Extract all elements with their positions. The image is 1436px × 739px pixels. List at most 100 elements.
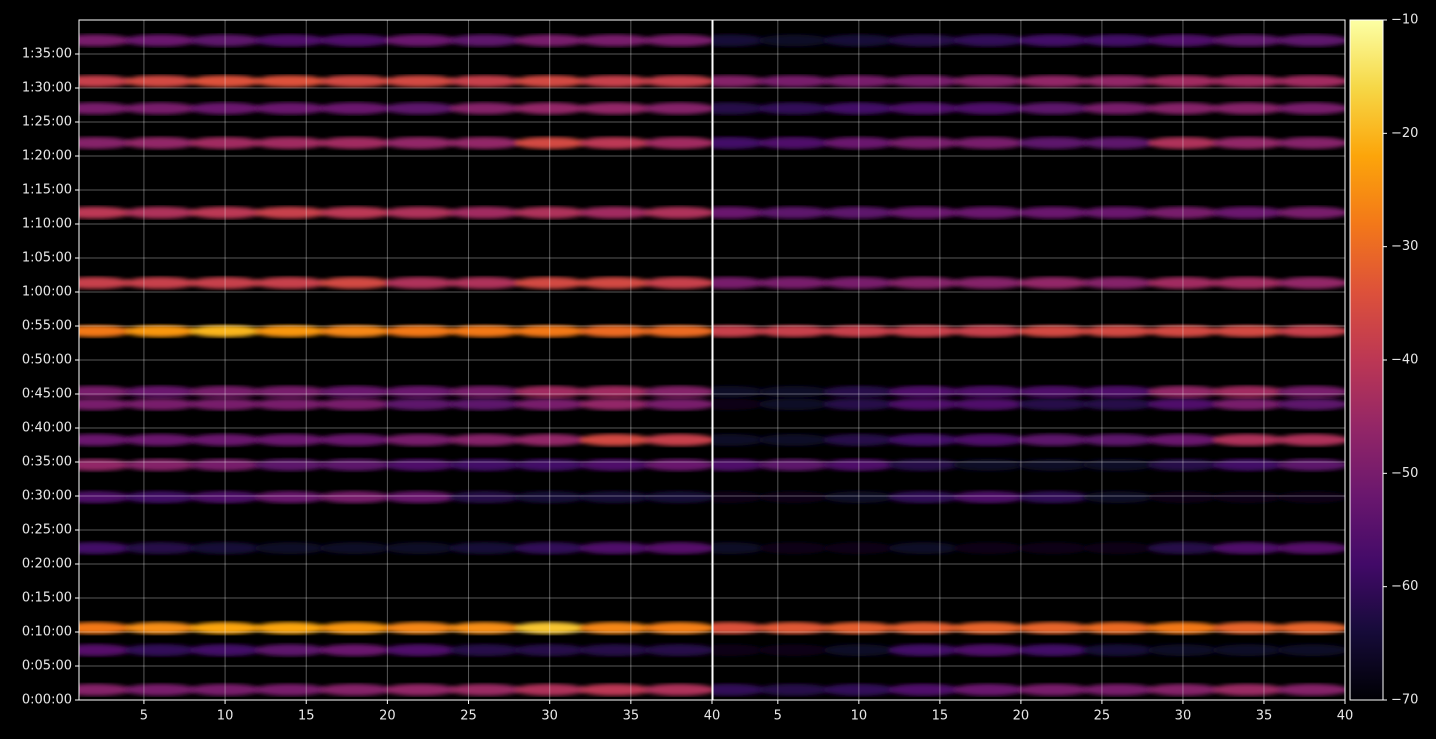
heat-cell (1082, 433, 1154, 446)
heat-cell (124, 542, 196, 555)
heat-cell (823, 136, 895, 149)
heat-cell (578, 622, 651, 635)
heat-cell (254, 458, 326, 471)
heat-cell (1017, 433, 1089, 446)
heat-cell (1276, 458, 1345, 471)
heat-cell (319, 644, 391, 657)
heat-cell (449, 683, 521, 696)
heat-cell (124, 75, 196, 88)
heat-cell (578, 433, 651, 446)
heat-cell (1082, 385, 1154, 398)
heat-cell (254, 433, 326, 446)
heat-cell (1082, 276, 1154, 289)
heat-cell (578, 398, 651, 411)
heat-cell (1082, 644, 1154, 657)
heat-cell (449, 491, 521, 504)
heat-cell (643, 433, 712, 446)
heat-cell (888, 75, 960, 88)
heat-cell (79, 644, 131, 657)
heat-cell (384, 542, 456, 555)
heat-cell (1017, 325, 1089, 338)
y-tick-label: 0:00:00 (22, 693, 72, 708)
heat-cell (384, 683, 456, 696)
heat-cell (1212, 385, 1284, 398)
heat-cell (189, 491, 261, 504)
heat-cell (578, 491, 651, 504)
heat-cell (1017, 276, 1089, 289)
heat-cell (1276, 433, 1345, 446)
heat-cell (189, 325, 261, 338)
heat-cell (79, 433, 131, 446)
heat-cell (124, 622, 196, 635)
heat-cell (513, 644, 586, 657)
heat-cell (1212, 644, 1284, 657)
heat-cell (888, 398, 960, 411)
plot-area (713, 20, 1345, 700)
y-tick-label: 0:05:00 (22, 659, 72, 674)
x-tick-label: 35 (623, 709, 640, 724)
heat-cell (254, 276, 326, 289)
heat-cell (449, 458, 521, 471)
heat-cell (384, 75, 456, 88)
heat-cell (254, 34, 326, 47)
heat-cell (319, 34, 391, 47)
heat-cell (578, 136, 651, 149)
heat-cell (79, 683, 131, 696)
heat-cell (79, 276, 131, 289)
colorbar (1349, 19, 1384, 701)
x-tick-label: 5 (140, 709, 148, 724)
heat-cell (823, 206, 895, 219)
heat-cell (189, 622, 261, 635)
heat-cell (319, 75, 391, 88)
heat-cell (513, 622, 586, 635)
heat-cell (713, 398, 765, 411)
y-tick-label: 1:00:00 (22, 285, 72, 300)
heat-cell (124, 276, 196, 289)
heat-cell (513, 542, 586, 555)
y-tick-label: 0:15:00 (22, 591, 72, 606)
heat-cell (888, 433, 960, 446)
heat-cell (79, 34, 131, 47)
heat-cell (319, 622, 391, 635)
heat-cell (384, 385, 456, 398)
heat-cell (513, 75, 586, 88)
heat-cell (1212, 136, 1284, 149)
heat-cell (758, 325, 830, 338)
heat-cell (449, 433, 521, 446)
heat-cell (319, 433, 391, 446)
heat-cell (952, 398, 1025, 411)
heat-cell (189, 683, 261, 696)
heat-cell (79, 75, 131, 88)
heat-cell (513, 325, 586, 338)
heat-cell (758, 683, 830, 696)
heat-cell (1147, 542, 1219, 555)
heat-cell (1147, 136, 1219, 149)
y-tick-label: 0:55:00 (22, 319, 72, 334)
heat-cell (1017, 34, 1089, 47)
heat-cell (952, 206, 1025, 219)
heat-cell (1276, 398, 1345, 411)
heat-cell (124, 433, 196, 446)
heat-cell (79, 458, 131, 471)
heat-cell (124, 644, 196, 657)
x-tick-label: 20 (1013, 709, 1030, 724)
heat-cell (1082, 542, 1154, 555)
heat-cell (384, 276, 456, 289)
heat-cell (1147, 325, 1219, 338)
colorbar-tick-label: −40 (1391, 353, 1418, 368)
heat-cell (254, 102, 326, 115)
colorbar-tick-label: −60 (1391, 579, 1418, 594)
heat-cell (513, 102, 586, 115)
heat-cell (643, 622, 712, 635)
y-tick-label: 1:05:00 (22, 251, 72, 266)
colorbar-tick-label: −10 (1391, 13, 1418, 28)
heat-cell (713, 206, 765, 219)
heat-cell (1147, 491, 1219, 504)
heat-cell (643, 75, 712, 88)
heat-cell (713, 34, 765, 47)
heat-cell (513, 491, 586, 504)
heat-cell (1017, 683, 1089, 696)
heat-cell (1276, 683, 1345, 696)
heat-cell (758, 491, 830, 504)
